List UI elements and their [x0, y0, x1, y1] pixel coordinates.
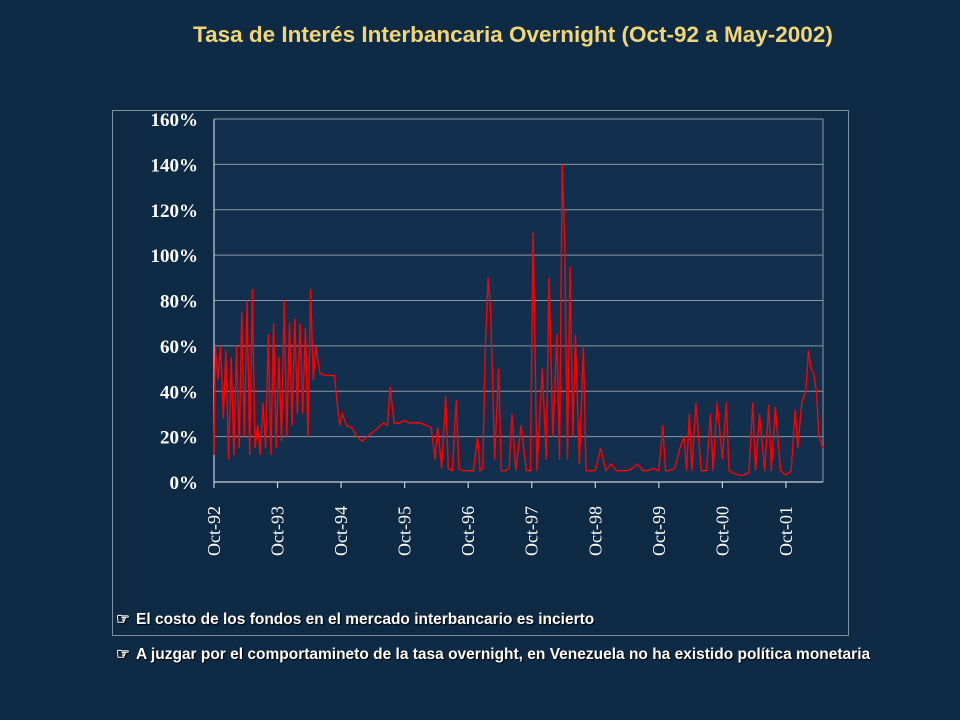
y-tick-label: 140%	[151, 155, 199, 176]
x-tick-label: Oct-92	[204, 506, 224, 556]
chart-title: Tasa de Interés Interbancaria Overnight …	[193, 22, 833, 47]
chart-frame	[112, 110, 849, 636]
x-axis-ticks: Oct-92 Oct-93 Oct-94 Oct-95 Oct-96 Oct-97 Oct-…	[204, 506, 796, 556]
y-tick-label: 0%	[170, 473, 199, 494]
x-tick-label: Oct-93	[268, 506, 288, 556]
y-tick-label: 40%	[160, 382, 198, 403]
x-tick-label: Oct-95	[395, 506, 415, 556]
bullet-item-2: ☞ A juzgar por el comportamineto de la ta…	[116, 645, 876, 664]
bullet-item-1: ☞ El costo de los fondos en el mercado in…	[116, 610, 836, 629]
bullet-text-2: A juzgar por el comportamineto de la tas…	[136, 646, 871, 663]
x-tick-label: Oct-99	[649, 506, 669, 556]
bullet-text-1: El costo de los fondos en el mercado int…	[136, 611, 595, 628]
series-line-overnight-rate	[213, 164, 824, 477]
pointing-hand-icon: ☞	[116, 646, 130, 663]
x-tick-label: Oct-96	[458, 506, 478, 556]
y-tick-label: 20%	[160, 428, 198, 449]
x-tick-label: Oct-00	[712, 506, 732, 556]
y-tick-label: 60%	[160, 337, 198, 358]
y-tick-label: 120%	[151, 201, 199, 222]
y-tick-label: 160%	[151, 110, 199, 131]
y-tick-label: 80%	[160, 292, 198, 313]
pointing-hand-icon: ☞	[116, 611, 130, 628]
gridlines	[214, 118, 824, 482]
y-axis-ticks: 0% 20% 40% 60% 80% 100% 120% 140% 160%	[151, 110, 199, 494]
x-tick-label: Oct-01	[776, 506, 796, 556]
x-tick-label: Oct-94	[331, 506, 351, 556]
y-tick-label: 100%	[151, 246, 199, 267]
x-tick-label: Oct-98	[585, 506, 605, 556]
x-tick-label: Oct-97	[522, 506, 542, 556]
